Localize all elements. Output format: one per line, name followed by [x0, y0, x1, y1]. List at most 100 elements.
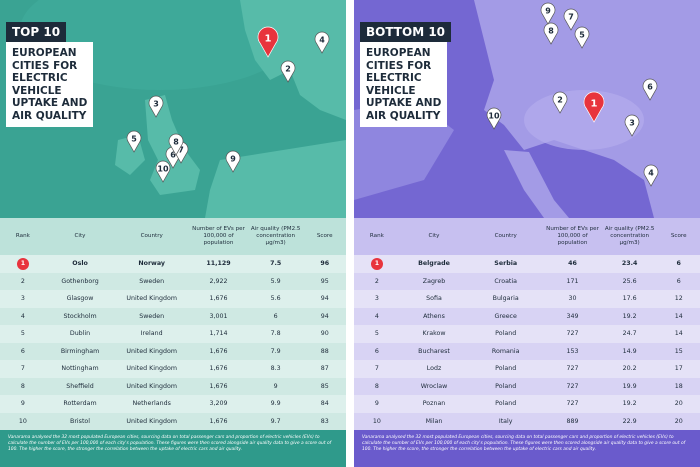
map-pin: 1	[257, 26, 279, 58]
table-cell: 889	[566, 417, 579, 425]
table-cell: Wroclaw	[420, 382, 448, 390]
table-cell: Bulgaria	[492, 295, 519, 303]
column-header: City	[74, 233, 86, 239]
table-cell: 6	[676, 277, 681, 285]
table-area: Rank City Country Number of EVs per 100,000…	[0, 218, 346, 430]
title: EUROPEAN CITIES FOR ELECTRIC VEHICLE UPTAKE …	[6, 42, 94, 127]
pin-label: 6	[647, 83, 653, 92]
title-line: VEHICLE	[366, 84, 416, 97]
pin-label: 9	[545, 7, 551, 16]
table-row: 9 Poznan Poland 727 19.2 20	[354, 395, 700, 413]
table-cell: 18	[674, 382, 683, 390]
title-line: CITIES FOR	[366, 59, 432, 72]
table-cell: 5	[374, 330, 379, 338]
pin-shape	[540, 2, 556, 25]
pin-label: 3	[629, 119, 635, 128]
rank-cell: 1	[354, 255, 400, 273]
title-line: AIR QUALITY	[12, 109, 87, 122]
map-pin: 3	[148, 95, 164, 118]
table-cell: 94	[320, 312, 329, 320]
map-pin: 3	[624, 114, 640, 137]
table-cell: United Kingdom	[126, 295, 177, 303]
table-cell: 171	[566, 277, 579, 285]
table-cell: 6	[273, 312, 278, 320]
table-cell: 10	[372, 417, 381, 425]
table-cell: 24.7	[622, 330, 637, 338]
footnote: Vanarama analysed the 32 most populated …	[354, 430, 700, 467]
map-pin: 1	[583, 91, 605, 123]
bottom-panel: 1 2 3 4 5 6 7 8 9 10 BOTTOM 10 EUROPEAN CITIES FOR…	[354, 0, 700, 467]
table-cell: 9.9	[270, 400, 281, 408]
table-cell: Norway	[138, 260, 166, 268]
table-cell: Croatia	[494, 277, 518, 285]
table-cell: 19.9	[622, 382, 637, 390]
pin-label: 4	[319, 36, 325, 45]
pin-label: 2	[557, 96, 563, 105]
column-header: Score	[316, 233, 333, 239]
table-row: 4 Athens Greece 349 19.2 14	[354, 307, 700, 325]
column-header: Air quality (PM2.5 concentration µg/m3)	[604, 226, 655, 246]
rank-cell: 1	[0, 255, 46, 273]
table-cell: 3,209	[209, 400, 228, 408]
table-cell: 7	[374, 365, 379, 373]
column-header: Rank	[15, 233, 30, 239]
title-line: AIR QUALITY	[366, 109, 441, 122]
table-cell: 25.6	[622, 277, 637, 285]
badge: TOP 10	[6, 22, 67, 42]
table-cell: 7.9	[270, 347, 281, 355]
table-row: 4 Stockholm Sweden 3,001 6 94	[0, 307, 346, 325]
table-cell: 9	[374, 400, 379, 408]
map-pin: 5	[574, 26, 590, 49]
table-cell: 1,714	[209, 330, 228, 338]
pin-shape	[280, 60, 296, 83]
table-cell: Gothenborg	[61, 277, 99, 285]
map-pin: 9	[540, 2, 556, 25]
top-panel: 1 2 3 4 5 6 7 8 9 10 TOP 10 EUROPEAN CITIES FOR ELE…	[0, 0, 346, 467]
table-row: 3 Sofia Bulgaria 30 17.6 12	[354, 290, 700, 308]
table-cell: Glasgow	[66, 295, 94, 303]
map-pin: 4	[314, 31, 330, 54]
title-line: EUROPEAN	[12, 47, 77, 59]
table-row: 6 Bucharest Romania 153 14.9 15	[354, 342, 700, 360]
table-row: 8 Wroclaw Poland 727 19.9 18	[354, 377, 700, 395]
footnote: Vanarama analysed the 32 most populated …	[0, 430, 346, 467]
table-row: 10 Bristol United Kingdom 1,676 9.7 83	[0, 412, 346, 430]
title-line: UPTAKE AND	[366, 97, 442, 109]
table-cell: Bristol	[70, 417, 91, 425]
pin-label: 10	[157, 165, 169, 174]
map-pin: 8	[168, 133, 184, 156]
table-cell: Sheffield	[66, 382, 94, 390]
pin-label: 7	[178, 146, 184, 155]
table-cell: Birmingham	[60, 347, 100, 355]
column-header: Country	[494, 233, 517, 239]
table-cell: 8	[20, 382, 25, 390]
pin-label: 9	[230, 155, 236, 164]
table-cell: 20	[674, 417, 683, 425]
table-cell: Oslo	[72, 260, 88, 268]
column-header: Country	[140, 233, 163, 239]
table-cell: 19.2	[622, 400, 637, 408]
table-cell: Poznan	[422, 400, 446, 408]
column-header: Rank	[369, 233, 384, 239]
table-cell: United Kingdom	[126, 347, 177, 355]
table-cell: 14	[674, 312, 683, 320]
table-cell: 46	[568, 260, 577, 268]
map-pin: 10	[486, 107, 502, 130]
pin-shape	[574, 26, 590, 49]
table-cell: Stockholm	[63, 312, 97, 320]
table-row: 2 Zagreb Croatia 171 25.6 6	[354, 272, 700, 290]
table-cell: 2	[374, 277, 379, 285]
table-cell: 87	[320, 365, 329, 373]
map: 1 2 3 4 5 678 9 10	[0, 0, 346, 218]
table-cell: 15	[674, 347, 683, 355]
map-pin: 2	[280, 60, 296, 83]
badge: BOTTOM 10	[360, 22, 452, 42]
pin-shape	[642, 78, 658, 101]
table-cell: Italy	[498, 417, 513, 425]
table-cell: 6	[676, 260, 681, 268]
table-cell: Poland	[495, 382, 517, 390]
pin-shape	[126, 130, 142, 153]
table-cell: United Kingdom	[126, 365, 177, 373]
table-cell: 6	[374, 347, 379, 355]
